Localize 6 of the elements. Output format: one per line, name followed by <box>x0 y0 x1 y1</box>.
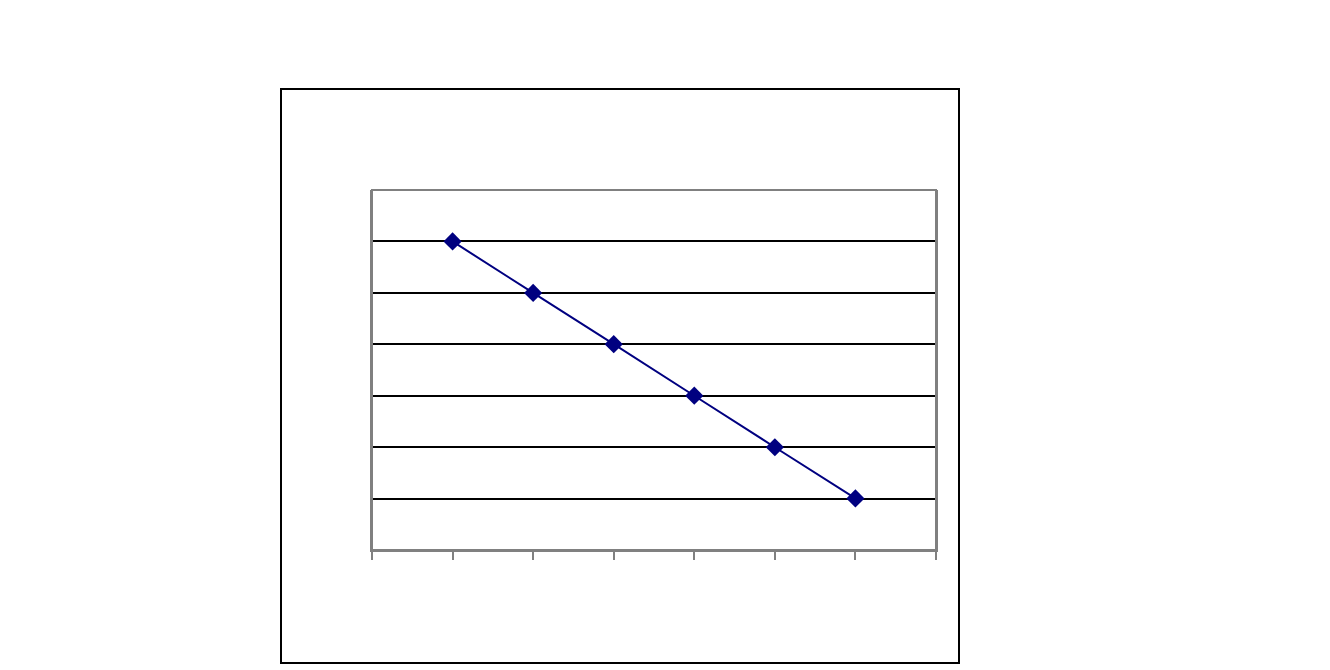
point <box>443 232 462 251</box>
point <box>846 489 865 508</box>
point <box>524 283 543 303</box>
point <box>765 438 784 457</box>
point <box>604 335 623 354</box>
point <box>685 386 704 405</box>
